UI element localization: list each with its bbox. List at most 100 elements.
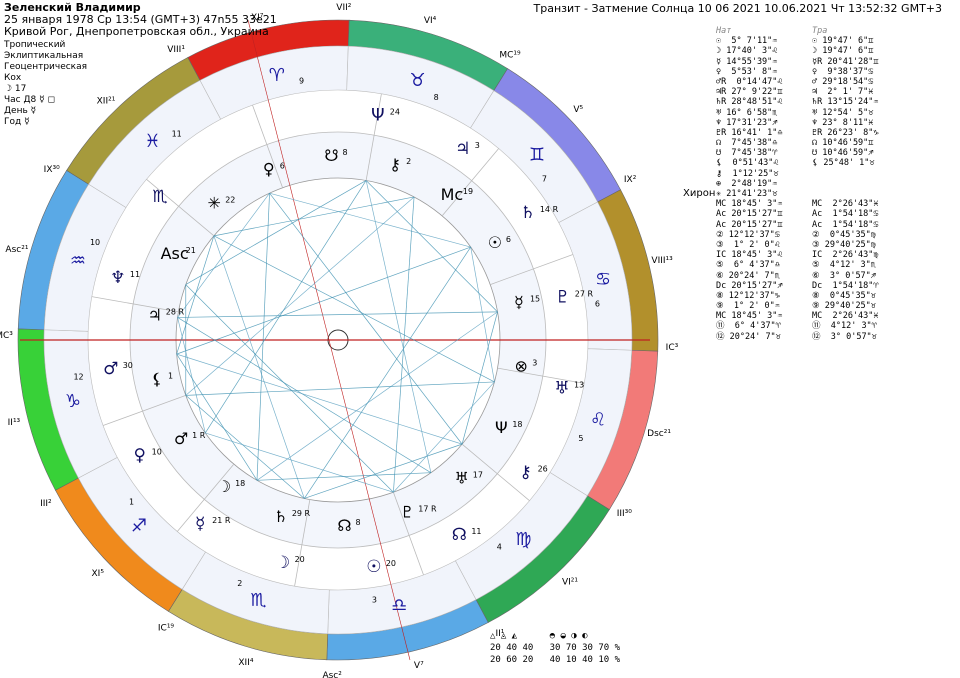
- aspect-line: [304, 246, 471, 499]
- transit-planet-degree: 11: [130, 270, 140, 279]
- aspect-line: [177, 192, 270, 318]
- table-cell: ♀ 5°53' 8"♒: [716, 66, 778, 77]
- zodiac-signs: ♈ ♉ ♊ ♋ ♌ ♍ ♎ ♏ ♐ ♑ ♒ ♓: [65, 65, 611, 616]
- natal-planet-degree: 2: [406, 157, 411, 166]
- table-cell: ⑪ 4°12' 3"♈: [812, 321, 877, 332]
- transit-planet-degree: 14 R: [540, 205, 559, 214]
- zodiac-sign-glyph: ♍: [515, 529, 531, 550]
- table-row: ♃R 27° 9'22"♊ ♃ 2° 1' 7"♓: [716, 87, 922, 97]
- table-row: ③ 1° 2' 0"♌ ③ 29°40'25"♍: [716, 240, 922, 250]
- table-cell: ⑨ 29°40'25"♉: [812, 301, 876, 312]
- transit-planet-degree: 3: [475, 141, 480, 150]
- table-cell: ♆ 17°31'23"♐: [716, 117, 778, 128]
- aspect-line: [461, 311, 498, 445]
- chart-settings: Тропический Эклиптикальная Геоцентрическая…: [4, 40, 87, 128]
- cusp-label: VII²: [336, 3, 351, 13]
- aspect-line: [185, 180, 367, 285]
- zodiac-sign-glyph: ♊: [529, 144, 545, 165]
- sign-band: [454, 472, 588, 600]
- table-cell: MC 2°26'43"♓: [812, 199, 879, 210]
- house-cusp-line: [461, 443, 530, 502]
- table-cell: ♂R 0°14'47"♌: [716, 76, 783, 87]
- transit-planets: Ψ 24♃ 3♄ 14 R♇ 27 R♅ 13⚷ 26☊ 11☉ 20☽ 20☿ 21 R♀ 10♂ 3…: [103, 105, 593, 577]
- aspect-line: [256, 472, 431, 481]
- cusp-label: V⁵: [573, 105, 583, 115]
- transit-planet-degree: 21 R: [212, 516, 231, 525]
- aspect-line: [177, 317, 206, 434]
- natal-planet-glyph: ⚷: [389, 155, 401, 174]
- table-row: ☽ 17°40' 3"♌ ☽ 19°47' 6"♊: [716, 46, 922, 56]
- stats-row: 20 40 40 30 70 30 70 %: [490, 643, 621, 653]
- natal-planet-glyph: Ψ: [495, 418, 508, 437]
- cusp-label: XII²¹: [97, 97, 116, 107]
- table-row: ⑨ 1° 2' 0"♒ ⑨ 29°40'25"♉: [716, 301, 922, 311]
- natal-planet-glyph: ♂: [174, 429, 188, 448]
- table-cell: ♄R 28°48'51"♌: [716, 97, 783, 108]
- table-row: ☊ 7°45'38"♎ ☊ 10°46'59"♊: [716, 138, 922, 148]
- natal-planet-degree: 8: [343, 148, 348, 157]
- natal-planet-degree: 15: [530, 295, 540, 304]
- house-number: 1: [129, 497, 134, 506]
- setting-line: Кох: [4, 73, 22, 83]
- transit-planet-degree: 30: [123, 361, 133, 370]
- natal-planet-degree: 17: [473, 470, 483, 479]
- table-row: ✳ 21°41'23"♉: [716, 189, 922, 199]
- transit-planet-glyph: ♏: [152, 187, 167, 207]
- cusp-label: III²: [40, 499, 52, 509]
- birth-place: Кривой Рог, Днепропетровская обл., Украи…: [4, 25, 269, 38]
- table-row: IC 18°45' 3"♌ IC 2°26'43"♍: [716, 250, 922, 260]
- house-number: 2: [237, 579, 242, 588]
- house-cusp-line: [441, 148, 500, 217]
- table-cell: ③ 1° 2' 0"♌: [716, 239, 780, 250]
- cusp-label: Dsc²¹: [647, 429, 671, 439]
- table-row: MC 18°45' 3"♒ MC 2°26'43"♓: [716, 311, 922, 321]
- sign-band: [549, 348, 633, 497]
- table-cell: ♅ 16° 6'58"♏: [716, 107, 778, 118]
- table-row: ⑪ 6° 4'37"♈ ⑪ 4°12' 3"♈: [716, 321, 922, 331]
- table-row: ⊕ 2°48'19"♒: [716, 179, 922, 189]
- table-row: ☋ 7°45'38"♈ ☋ 10°46'59"♐: [716, 148, 922, 158]
- natal-planet-degree: 8: [355, 518, 360, 527]
- transit-planet-glyph: ☿: [195, 514, 205, 534]
- sign-band: [43, 329, 118, 479]
- table-cell: ✳ 21°41'23"♉: [716, 189, 778, 199]
- table-cell: ⚷ 1°12'25"♉: [716, 168, 779, 179]
- transit-planet-glyph: ♀: [133, 446, 145, 466]
- transit-planet-glyph: ⚷: [519, 462, 531, 482]
- cusp-label: II¹: [495, 629, 504, 639]
- table-cell: ② 12°12'37"♋: [716, 229, 780, 240]
- table-row: Ac 20°15'27"♊ Ac 1°54'18"♋: [716, 209, 922, 219]
- transit-planet-degree: 10: [152, 448, 162, 457]
- aspect-line: [176, 246, 471, 355]
- house-number: 6: [595, 300, 600, 309]
- cusp-label: XI⁷: [251, 13, 264, 23]
- house-cusp-line: [102, 395, 186, 426]
- natal-planet-degree: 22: [225, 196, 235, 205]
- cusp-label: IC¹⁹: [158, 623, 175, 633]
- house-cusp-line: [294, 499, 311, 587]
- cusp-label: MC¹⁹: [499, 51, 521, 61]
- stats-row: 20 60 20 40 10 40 10 %: [490, 655, 621, 665]
- table-cell: ☊ 10°46'59"♊: [812, 138, 874, 149]
- cusp-label: II¹³: [8, 418, 21, 428]
- natal-planet-degree: 28 R: [166, 307, 185, 316]
- table-header: Нат Тра: [716, 26, 922, 36]
- setting-line: Час Д8 ☿ ◻: [4, 95, 55, 105]
- transit-planet-glyph: ☽: [275, 553, 290, 573]
- natal-planet-glyph: ♃: [148, 305, 162, 324]
- natal-planet-glyph: ✳: [208, 194, 221, 213]
- cusp-label: VIII¹: [167, 45, 185, 55]
- house-cusp-line: [393, 492, 424, 576]
- natal-planet-glyph: ☿: [514, 293, 524, 312]
- table-cell: ☽ 17°40' 3"♌: [716, 46, 778, 57]
- table-row: ⑧ 12°12'37"♑ ⑧ 0°45'35"♉: [716, 291, 922, 301]
- transit-title: Транзит - Затмение Солнца 10 06 2021 10.…: [533, 2, 942, 15]
- transit-planet-glyph: ♄: [520, 203, 535, 223]
- cusp-label: IC³: [666, 343, 679, 353]
- natal-planet-degree: 18: [512, 420, 522, 429]
- table-cell: ♅ 12°54' 5"♉: [812, 107, 874, 118]
- house-cusp-line: [146, 178, 215, 237]
- zodiac-sign-glyph: ♐: [131, 516, 147, 537]
- natal-planet-glyph: ♄: [274, 507, 288, 526]
